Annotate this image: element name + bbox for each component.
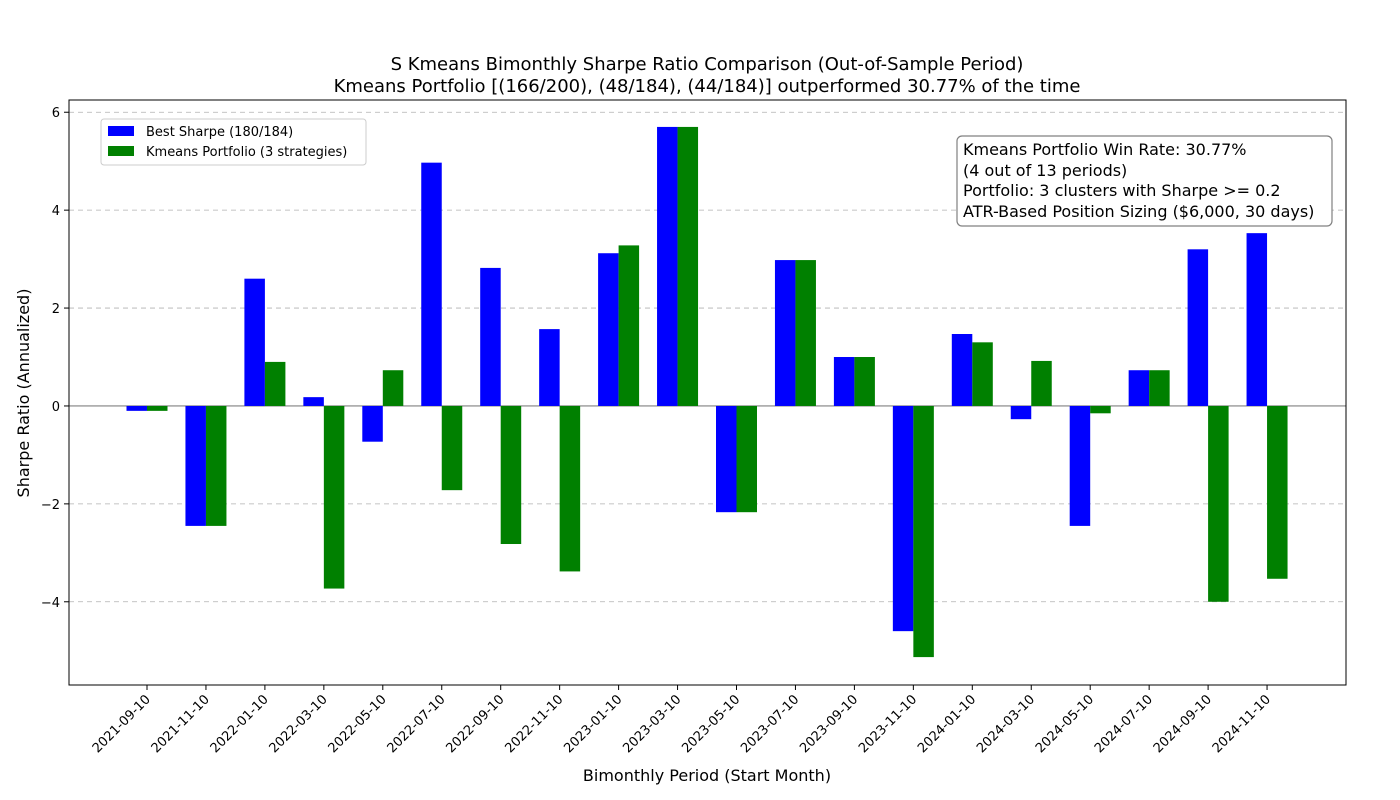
legend-label-kmeans-portfolio: Kmeans Portfolio (3 strategies) <box>146 145 347 160</box>
bar-best-sharpe <box>185 405 206 526</box>
x-tick-label: 2022-11-10 <box>502 692 566 756</box>
bar-kmeans-portfolio <box>205 405 227 526</box>
x-tick-label: 2022-09-10 <box>443 692 507 756</box>
x-tick-label: 2024-03-10 <box>974 692 1038 756</box>
y-tick-label: −2 <box>41 498 60 513</box>
legend: Best Sharpe (180/184) Kmeans Portfolio (… <box>100 118 367 166</box>
bar-best-sharpe <box>1069 405 1091 526</box>
x-tick-label: 2024-11-10 <box>1210 692 1274 756</box>
bar-best-sharpe <box>539 329 560 406</box>
bar-kmeans-portfolio <box>147 405 168 411</box>
annotation-line-win-rate: Kmeans Portfolio Win Rate: 30.77% <box>963 140 1247 159</box>
bar-kmeans-portfolio <box>500 405 522 545</box>
x-tick-label: 2023-05-10 <box>679 692 743 756</box>
x-tick-label: 2024-09-10 <box>1151 692 1215 756</box>
bar-kmeans-portfolio <box>854 357 875 406</box>
bar-best-sharpe <box>244 278 265 406</box>
legend-swatch-kmeans-portfolio <box>108 146 134 156</box>
bar-best-sharpe <box>774 260 796 406</box>
x-tick-label: 2021-11-10 <box>149 692 213 756</box>
bar-best-sharpe <box>126 405 147 411</box>
y-tick-label: 6 <box>52 106 60 121</box>
bar-best-sharpe <box>303 397 324 406</box>
chart-title: S Kmeans Bimonthly Sharpe Ratio Comparis… <box>391 54 1024 75</box>
bar-kmeans-portfolio <box>1267 405 1288 579</box>
bar-kmeans-portfolio <box>972 342 993 406</box>
bar-kmeans-portfolio <box>795 260 816 406</box>
x-tick-label: 2023-09-10 <box>797 692 861 756</box>
win-rate-annotation: Kmeans Portfolio Win Rate: 30.77% (4 out… <box>956 135 1333 227</box>
bar-kmeans-portfolio <box>618 245 640 406</box>
y-axis: −4 −2 0 2 4 6 <box>41 106 69 611</box>
bar-kmeans-portfolio <box>559 405 581 572</box>
bar-best-sharpe <box>421 162 442 406</box>
x-tick-label: 2022-05-10 <box>326 692 390 756</box>
x-tick-label: 2023-07-10 <box>738 692 802 756</box>
bar-best-sharpe <box>657 126 678 406</box>
annotation-line-clusters: Portfolio: 3 clusters with Sharpe >= 0.2 <box>963 181 1281 200</box>
x-axis: 2021-09-102021-11-102022-01-102022-03-10… <box>90 685 1274 756</box>
bar-best-sharpe <box>716 405 737 513</box>
y-tick-label: −4 <box>41 596 60 611</box>
x-tick-label: 2024-05-10 <box>1033 692 1097 756</box>
annotation-line-position-sizing: ATR-Based Position Sizing ($6,000, 30 da… <box>963 202 1314 221</box>
x-axis-label: Bimonthly Period (Start Month) <box>583 766 831 785</box>
bar-kmeans-portfolio <box>736 405 757 513</box>
x-tick-label: 2022-03-10 <box>267 692 331 756</box>
legend-label-best-sharpe: Best Sharpe (180/184) <box>146 125 293 140</box>
annotation-box <box>956 135 1333 227</box>
bar-kmeans-portfolio <box>677 126 699 406</box>
plot-frame <box>68 99 1347 686</box>
bar-best-sharpe <box>362 405 383 442</box>
bar-best-sharpe <box>833 357 855 406</box>
annotation-line-periods: (4 out of 13 periods) <box>963 161 1127 180</box>
bar-kmeans-portfolio <box>441 405 463 491</box>
bar-best-sharpe <box>480 267 501 406</box>
bar-kmeans-portfolio <box>1149 370 1170 406</box>
bar-kmeans-portfolio <box>1208 405 1229 602</box>
x-tick-label: 2021-09-10 <box>90 692 154 756</box>
bar-kmeans-portfolio <box>264 361 286 406</box>
bar-best-sharpe <box>892 405 914 632</box>
x-tick-label: 2023-01-10 <box>561 692 625 756</box>
y-tick-label: 4 <box>52 204 60 219</box>
x-tick-label: 2023-03-10 <box>620 692 684 756</box>
bar-best-sharpe <box>1246 233 1268 406</box>
bar-best-sharpe <box>1187 249 1209 406</box>
chart-subtitle: Kmeans Portfolio [(166/200), (48/184), (… <box>334 76 1081 97</box>
y-tick-label: 2 <box>52 302 60 317</box>
legend-swatch-best-sharpe <box>108 126 134 136</box>
bar-best-sharpe <box>951 334 973 406</box>
bar-kmeans-portfolio <box>323 405 345 589</box>
bar-best-sharpe <box>1128 370 1150 406</box>
bar-kmeans-portfolio <box>382 370 404 406</box>
y-axis-label: Sharpe Ratio (Annualized) <box>14 289 33 498</box>
bar-best-sharpe <box>1010 405 1032 420</box>
bar-kmeans-portfolio <box>1090 405 1111 414</box>
x-tick-label: 2024-01-10 <box>915 692 979 756</box>
x-tick-label: 2024-07-10 <box>1092 692 1156 756</box>
bar-kmeans-portfolio <box>1031 360 1052 406</box>
x-tick-label: 2022-07-10 <box>385 692 449 756</box>
bars <box>126 126 1288 658</box>
legend-box <box>100 118 367 166</box>
x-tick-label: 2022-01-10 <box>208 692 272 756</box>
x-tick-label: 2023-11-10 <box>856 692 920 756</box>
bar-best-sharpe <box>598 253 619 406</box>
bar-kmeans-portfolio <box>913 405 934 658</box>
y-tick-label: 0 <box>52 400 60 415</box>
